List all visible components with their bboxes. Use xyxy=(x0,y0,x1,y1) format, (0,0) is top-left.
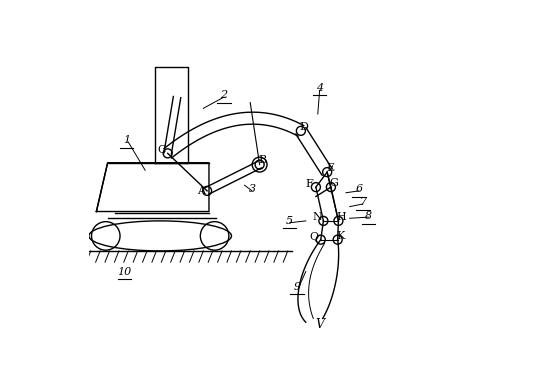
Text: F: F xyxy=(306,179,314,189)
Text: Q: Q xyxy=(310,232,319,242)
Text: 8: 8 xyxy=(365,211,372,221)
Text: G: G xyxy=(330,178,339,188)
Text: 2: 2 xyxy=(221,90,227,100)
Text: 6: 6 xyxy=(356,184,363,194)
Text: 5: 5 xyxy=(286,216,293,226)
Text: K: K xyxy=(336,231,345,241)
Text: B: B xyxy=(259,155,267,166)
Text: D: D xyxy=(300,122,309,132)
Text: 10: 10 xyxy=(117,266,132,277)
Text: E: E xyxy=(326,163,335,173)
Text: 1: 1 xyxy=(123,135,130,145)
Text: 3: 3 xyxy=(248,184,255,194)
Text: C: C xyxy=(157,145,165,155)
Text: N: N xyxy=(312,212,322,222)
Text: V: V xyxy=(315,318,324,331)
Text: A: A xyxy=(197,186,205,196)
Text: 4: 4 xyxy=(316,83,323,93)
Text: 7: 7 xyxy=(359,197,367,207)
Text: H: H xyxy=(337,212,346,222)
Text: 9: 9 xyxy=(294,282,301,291)
